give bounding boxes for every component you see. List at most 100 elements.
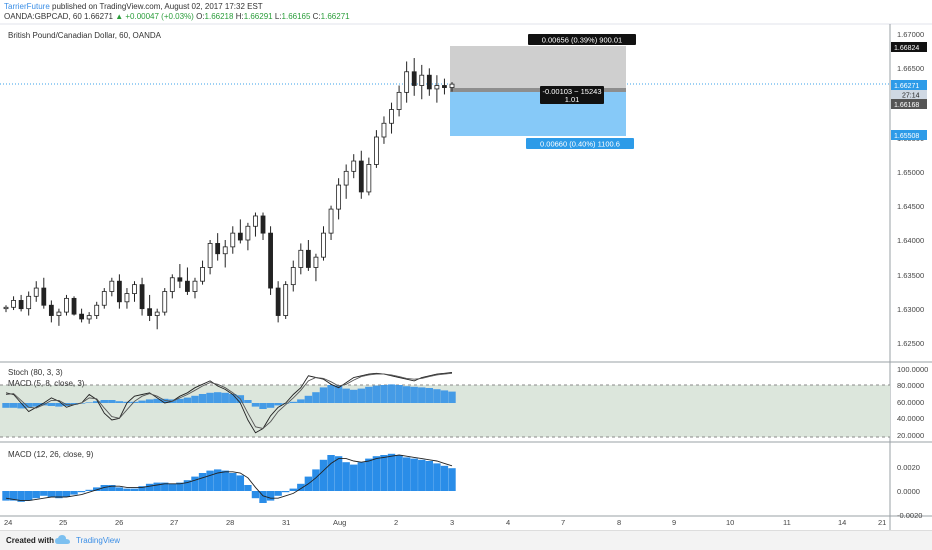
- stoch-macd-bar: [251, 403, 260, 407]
- stoch-macd-bar: [24, 403, 33, 408]
- stoch-macd-bar: [372, 385, 381, 403]
- stoch-macd-bar: [312, 392, 320, 403]
- stoch-macd-bar: [213, 392, 222, 403]
- macd-hist-bar: [145, 483, 154, 491]
- stoch-macd-bar: [108, 400, 116, 403]
- stoch-macd-bar: [433, 389, 441, 403]
- candle-body: [434, 85, 440, 90]
- price-tick: 1.62500: [897, 339, 924, 348]
- stoch-macd-bar: [365, 386, 373, 403]
- candle-body: [305, 249, 311, 268]
- macd-hist-bar: [433, 463, 441, 491]
- candle-body: [192, 280, 198, 292]
- stoch-macd-bar: [448, 391, 456, 403]
- high-value: 1.66291: [243, 12, 273, 21]
- publish-line: TarrierFuture published on TradingView.c…: [4, 2, 263, 12]
- chart-canvas[interactable]: 0.00656 (0.39%) 900.01 -0.00103 ~ 15243 …: [0, 0, 932, 530]
- countdown-tag: 27:14: [891, 90, 927, 100]
- macd-title: MACD (12, 26, close, 9): [8, 450, 94, 459]
- macd-hist-bar: [259, 491, 267, 503]
- candle-body: [101, 291, 107, 306]
- stoch-macd-bar: [304, 395, 313, 403]
- tradingview-link[interactable]: TradingView: [76, 536, 121, 545]
- stoch-macd-bar: [130, 401, 139, 403]
- stoch-macd-bar: [357, 388, 365, 403]
- candle-body: [3, 306, 9, 310]
- stoch-macd-bar: [297, 399, 305, 403]
- macd-hist-bar: [70, 491, 78, 495]
- stoch-macd-bar: [17, 403, 25, 409]
- price-tick: 1.65000: [897, 168, 924, 177]
- footer-bar: Created with TradingView: [0, 530, 932, 550]
- author-link[interactable]: TarrierFuture: [4, 2, 50, 11]
- macd-tick: -0.0020: [897, 511, 922, 520]
- candle-body: [245, 225, 251, 241]
- candle-body: [154, 311, 160, 316]
- macd-hist-bar: [47, 491, 56, 497]
- macd-hist-bar: [55, 491, 63, 499]
- published-text: published on TradingView.com, August 02,…: [52, 2, 263, 11]
- candle-body: [260, 215, 266, 234]
- price-tick: 1.66500: [897, 64, 924, 73]
- macd-hist-bar: [274, 491, 282, 496]
- time-label: 4: [506, 518, 510, 527]
- time-label: 21: [878, 518, 886, 527]
- center-label: -0.00103 ~ 15243 1.01: [540, 86, 604, 104]
- stoch-macd-bar: [9, 403, 18, 408]
- stoch-macd-bar: [410, 386, 418, 403]
- candle-body: [71, 297, 77, 315]
- stoch-macd-bar: [55, 403, 63, 407]
- time-axis[interactable]: 24 25 26 27 28 31 Aug 2 3 4 7 8 9 10 11 …: [4, 518, 886, 527]
- candle-body: [290, 267, 296, 286]
- candle-body: [64, 297, 69, 313]
- stoch-macd-bar: [319, 387, 328, 403]
- created-with-text: Created with: [6, 536, 55, 545]
- macd-hist-bar: [402, 457, 411, 491]
- stoch-macd-bar: [32, 403, 40, 407]
- candle-body: [419, 74, 425, 86]
- candle-body: [275, 287, 281, 316]
- macd-hist-bar: [289, 488, 297, 491]
- stoch-macd-bar: [138, 400, 146, 403]
- macd-hist-bar: [251, 491, 260, 499]
- candle-body: [48, 304, 54, 316]
- macd-hist-bar: [93, 487, 101, 491]
- price-tick: 1.67000: [897, 30, 924, 39]
- macd-hist-bar: [319, 459, 328, 491]
- candle-body: [351, 160, 357, 172]
- macd-tick: 0.0000: [897, 487, 920, 496]
- low-value: 1.66165: [281, 12, 311, 21]
- profit-zone[interactable]: [450, 46, 626, 88]
- candle-body: [169, 277, 175, 292]
- stoch-macd-bar: [334, 385, 343, 403]
- symbol-name: OANDA:GBPCAD, 60: [4, 12, 82, 21]
- stoch-macd-bar: [229, 394, 237, 403]
- price-axis[interactable]: 1.67000 1.66500 1.65500 1.65000 1.64500 …: [897, 30, 924, 348]
- candle-body: [124, 293, 130, 303]
- svg-text:1.65508: 1.65508: [894, 133, 919, 140]
- price-tick: 1.64500: [897, 202, 924, 211]
- stoch-macd-bar: [198, 394, 207, 403]
- candle-body: [396, 91, 402, 110]
- svg-text:-0.00103 ~ 15243: -0.00103 ~ 15243: [542, 87, 601, 96]
- macd-hist-bar: [191, 476, 199, 491]
- macd-hist-bar: [138, 486, 146, 491]
- macd-hist-bar: [108, 485, 116, 491]
- stoch-macd-bar: [342, 388, 350, 403]
- macd-hist-bar: [32, 491, 40, 499]
- macd-axis: 0.0020 0.0000 -0.0020: [897, 463, 922, 520]
- candle-body: [33, 287, 39, 297]
- profit-label: 0.00656 (0.39%) 900.01: [528, 34, 636, 45]
- stoch-macd-bar: [244, 400, 252, 403]
- current-price-tag: 1.66271: [891, 80, 927, 90]
- open-label: O:: [196, 12, 205, 21]
- stoch-macd-bar: [418, 387, 426, 403]
- macd-hist-bar: [198, 473, 207, 491]
- low-label: L:: [274, 12, 282, 21]
- macd-hist-bar: [448, 468, 456, 491]
- macd-hist-bar: [244, 485, 252, 491]
- candle-body: [389, 109, 394, 124]
- macd-hist-bar: [168, 483, 177, 491]
- stoch-macd-bar: [387, 384, 396, 403]
- macd-hist-bar: [395, 455, 403, 491]
